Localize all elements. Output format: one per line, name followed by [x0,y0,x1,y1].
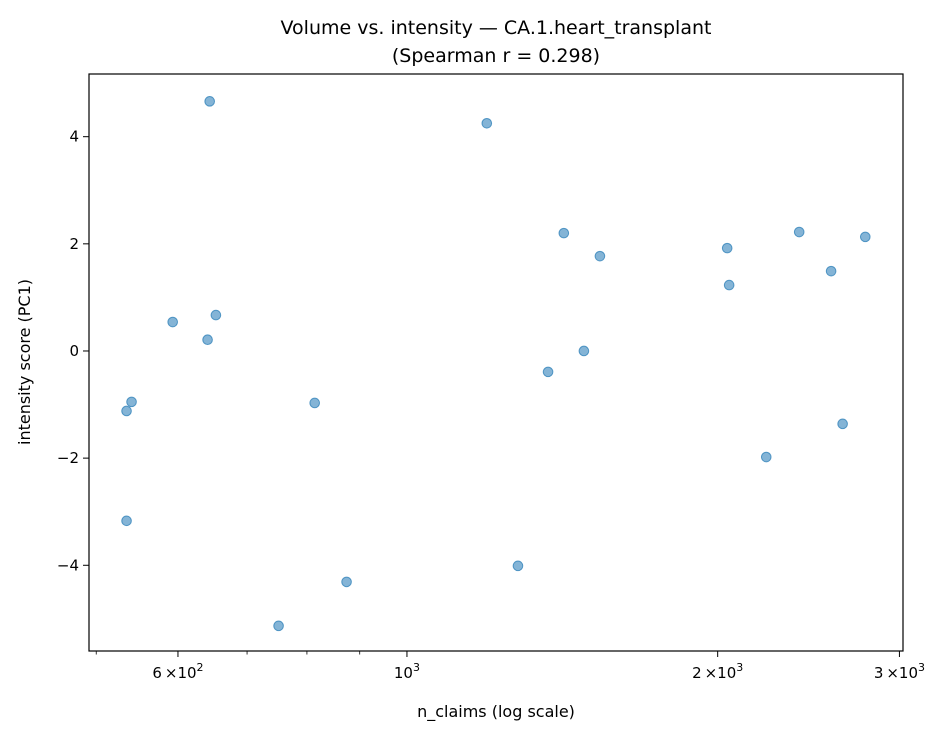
y-axis-label: intensity score (PC1) [15,279,34,445]
data-point-21 [341,576,352,588]
data-point-20 [512,560,524,572]
y-tick-label: 2 [69,235,79,253]
data-point-7 [825,265,837,277]
data-point-16 [309,397,320,409]
data-point-6 [793,226,805,238]
y-tick-label: 0 [69,342,79,360]
data-point-19 [121,515,132,527]
x-tick-label: 6 ×102 [152,661,203,682]
y-tick-label: −2 [57,449,79,467]
data-point-4 [721,242,733,254]
x-tick-label: 3 ×103 [874,661,925,682]
plot-frame [88,73,904,652]
y-tick-label: −4 [57,556,79,574]
data-point-14 [126,396,137,408]
data-point-1 [481,117,493,129]
data-point-9 [167,316,178,328]
data-point-13 [578,345,590,357]
data-point-18 [760,451,772,463]
data-point-2 [558,227,570,239]
data-point-17 [837,418,848,430]
data-point-8 [859,231,871,243]
data-point-12 [542,366,554,378]
x-axis-label: n_claims (log scale) [417,702,575,722]
chart-subtitle: (Spearman r = 0.298) [392,45,600,67]
y-tick-label: 4 [69,128,79,146]
data-point-22 [273,620,284,632]
chart-title: Volume vs. intensity — CA.1.heart_transp… [281,17,712,39]
x-tick-label: 2 ×103 [692,661,743,682]
data-point-5 [723,279,735,291]
x-tick-label: 103 [394,661,420,682]
data-point-15 [121,405,132,417]
data-point-3 [594,250,606,262]
data-point-10 [210,309,222,321]
data-point-0 [204,96,215,107]
data-point-11 [202,334,213,346]
